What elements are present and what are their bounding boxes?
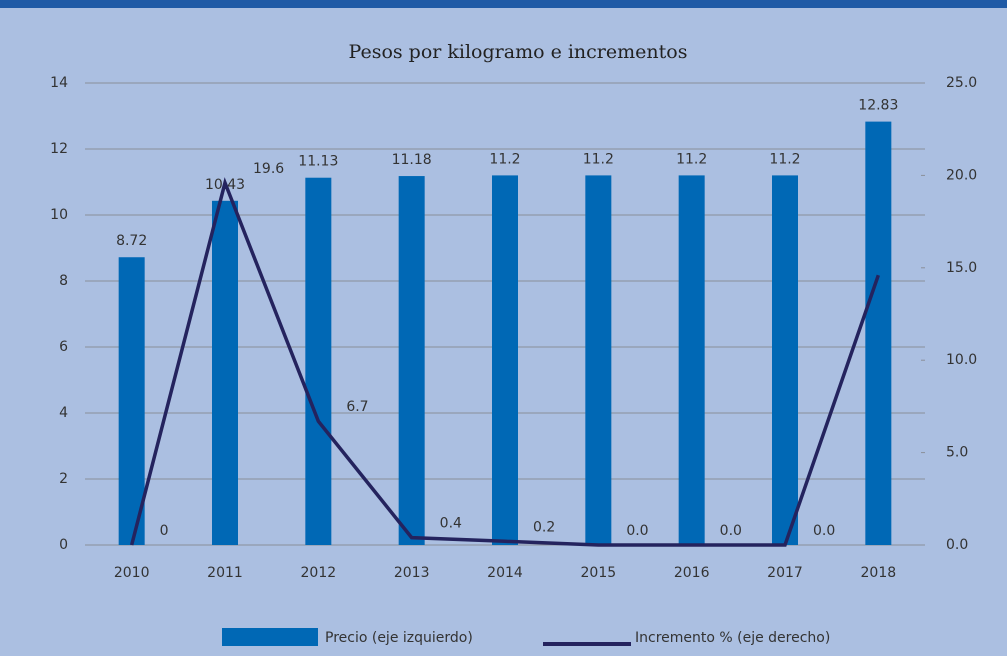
y2-tick-label: 15.0	[946, 260, 977, 276]
x-tick-label: 2016	[674, 565, 710, 581]
y-tick-label: 8	[59, 273, 68, 289]
line-label: 19.6	[253, 161, 284, 177]
bar	[212, 200, 238, 545]
line-label: 0.0	[626, 523, 648, 539]
y-tick-label: 0	[59, 537, 68, 553]
x-tick-label: 2018	[861, 565, 897, 581]
bar	[398, 176, 425, 545]
chart-title: Pesos por kilogramo e incrementos	[349, 41, 688, 63]
y-tick-label: 14	[50, 75, 68, 91]
y2-tick-label: 10.0	[946, 352, 977, 368]
line-label: 0.0	[813, 523, 835, 539]
x-tick-label: 2014	[487, 565, 523, 581]
bar-label: 11.2	[676, 151, 707, 167]
bar-label: 8.72	[116, 233, 147, 249]
bar	[585, 175, 612, 545]
bar	[865, 121, 892, 546]
bar	[772, 175, 798, 545]
x-tick-label: 2011	[207, 565, 243, 581]
x-tick-label: 2010	[114, 565, 150, 581]
y-tick-label: 12	[50, 141, 68, 157]
x-tick-label: 2017	[767, 565, 803, 581]
bar	[492, 175, 518, 545]
bar-label: 12.83	[858, 98, 898, 114]
line-label: 6.7	[346, 399, 368, 415]
legend-label: Precio (eje izquierdo)	[325, 630, 473, 646]
line-label: 0.2	[533, 519, 555, 535]
bar	[678, 175, 705, 545]
bar-label: 11.13	[298, 154, 338, 170]
bar	[118, 257, 145, 545]
bar	[305, 177, 332, 545]
line-label: 0	[160, 523, 169, 539]
bar-label: 11.18	[392, 152, 432, 168]
y2-tick-label: 25.0	[946, 75, 977, 91]
y-tick-label: 2	[59, 471, 68, 487]
line	[129, 177, 880, 547]
y-tick-label: 6	[59, 339, 68, 355]
x-tick-label: 2013	[394, 565, 430, 581]
bar-label: 11.2	[489, 151, 520, 167]
y-tick-label: 10	[50, 207, 68, 223]
bar-label: 11.2	[583, 151, 614, 167]
bar-label: 11.2	[769, 151, 800, 167]
legend-swatch	[222, 628, 318, 646]
y2-tick-label: 5.0	[946, 445, 968, 461]
line-label: 0.4	[440, 516, 462, 532]
x-tick-label: 2012	[301, 565, 337, 581]
y-tick-label: 4	[59, 405, 68, 421]
legend-label: Incremento % (eje derecho)	[635, 630, 830, 646]
y2-tick-label: 20.0	[946, 167, 977, 183]
x-tick-label: 2015	[581, 565, 617, 581]
y2-tick-label: 0.0	[946, 537, 968, 553]
top-band	[0, 0, 1007, 8]
line-label: 0.0	[720, 523, 742, 539]
